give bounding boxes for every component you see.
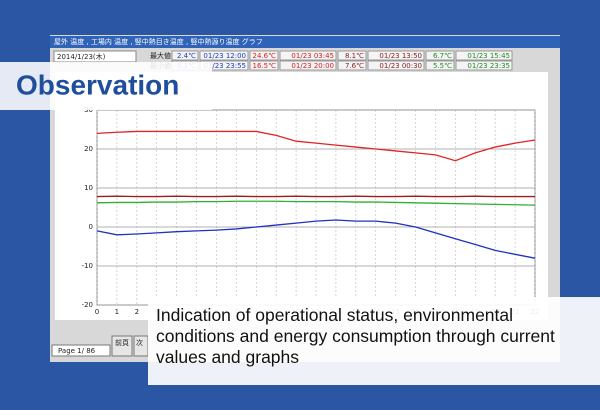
caption-container: Indication of operational status, enviro… xyxy=(156,305,555,367)
stat-value: 5.5℃ xyxy=(433,62,452,70)
x-tick-label: 0 xyxy=(95,308,99,316)
stats-table: 2.4℃ 01/23 12:00 24.6℃ 01/23 03:45 8.1℃ 01/23… xyxy=(171,50,513,71)
series-line xyxy=(96,130,536,162)
stat-cell xyxy=(249,60,279,71)
y-tick-label: 20 xyxy=(84,145,93,153)
stat-cell xyxy=(425,50,455,61)
menu-bar xyxy=(50,36,560,48)
next-button-label[interactable]: 次 xyxy=(136,338,143,347)
menu-text: 屋外 温度 , 工場内 温度 , 竪中熱目き温度 , 竪中熱源り温度 グラフ xyxy=(54,37,263,46)
stat-cell xyxy=(367,50,425,61)
prev-button-label[interactable]: 前頁 xyxy=(115,338,129,347)
plot: 0123456789101112131415161718192021223020… xyxy=(82,106,540,316)
page-text: Page 1/ 86 xyxy=(58,347,96,355)
max-label: 最大値 xyxy=(150,51,171,60)
y-tick-label: 10 xyxy=(84,184,93,192)
prev-button[interactable] xyxy=(111,335,133,357)
stat-cell xyxy=(337,60,367,71)
y-tick-label: 0 xyxy=(89,223,93,231)
date-text: 2014/1/23(木) xyxy=(57,52,106,61)
slide-title: Observation xyxy=(16,69,179,100)
stat-cell xyxy=(337,50,367,61)
caption-box xyxy=(148,297,600,385)
stat-value: 01/23 13:50 xyxy=(379,52,422,60)
x-tick-label: 2 xyxy=(135,308,139,316)
series-line xyxy=(96,200,536,206)
stat-value: 01/23 15:45 xyxy=(467,52,510,60)
caption: Indication of operational status, enviro… xyxy=(156,305,555,367)
stat-value: 01/23 00:30 xyxy=(379,62,422,70)
stat-cell xyxy=(249,50,279,61)
stat-cell xyxy=(455,60,513,71)
stat-value: 2.4℃ xyxy=(177,52,196,60)
stat-value: 8.1℃ xyxy=(345,52,364,60)
title-box xyxy=(0,62,212,110)
stat-value: 24.6℃ xyxy=(253,52,277,60)
y-tick-label: -20 xyxy=(82,301,93,309)
x-tick-label: 1 xyxy=(115,308,119,316)
stat-value: 01/23 23:55 xyxy=(203,62,246,70)
stat-value: 7.6℃ xyxy=(345,62,364,70)
page-box xyxy=(51,344,111,357)
stat-value: 6.7℃ xyxy=(433,52,452,60)
stat-value: 01/23 03:45 xyxy=(291,52,334,60)
stat-cell xyxy=(199,50,249,61)
stat-cell xyxy=(171,50,199,61)
series-line xyxy=(96,219,536,259)
stat-value: 01/23 23:35 xyxy=(467,62,510,70)
stat-cell xyxy=(279,60,337,71)
stat-cell xyxy=(455,50,513,61)
stat-cell xyxy=(425,60,455,71)
stat-value: 01/23 12:00 xyxy=(203,52,246,60)
stat-value: 16.5℃ xyxy=(253,62,277,70)
stat-value: 01/23 20:00 xyxy=(291,62,334,70)
stat-cell xyxy=(279,50,337,61)
stat-cell xyxy=(367,60,425,71)
y-tick-label: -10 xyxy=(82,262,93,270)
